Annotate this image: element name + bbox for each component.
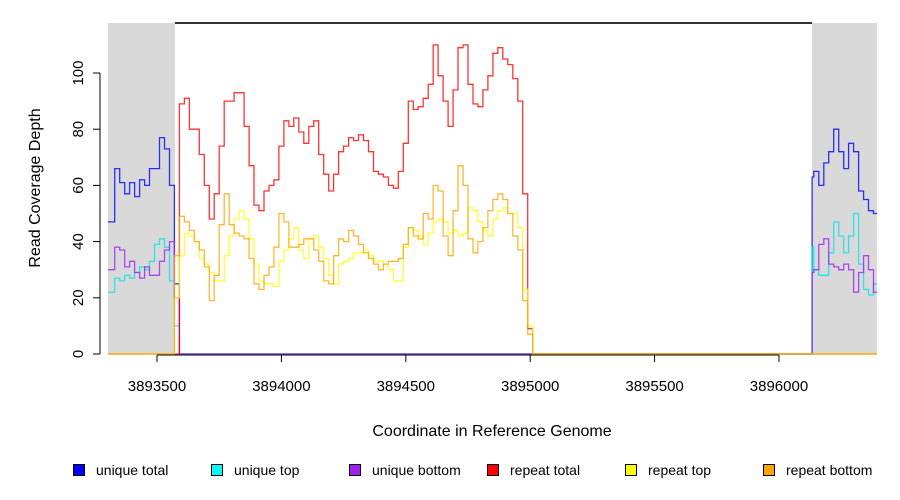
legend-swatch bbox=[73, 464, 85, 476]
legend-label: unique bottom bbox=[372, 462, 461, 478]
y-tick-label: 20 bbox=[70, 289, 87, 306]
legend-item-unique-bottom: unique bottom bbox=[349, 462, 461, 478]
y-tick-label: 0 bbox=[70, 350, 87, 358]
legend-item-repeat-top: repeat top bbox=[625, 462, 711, 478]
shaded-region bbox=[812, 23, 877, 354]
legend-label: repeat bottom bbox=[786, 462, 873, 478]
legend-swatch bbox=[349, 464, 361, 476]
legend-item-repeat-bottom: repeat bottom bbox=[763, 462, 872, 478]
legend-label: repeat top bbox=[648, 462, 712, 478]
y-tick-label: 40 bbox=[70, 233, 87, 250]
series-line-unique-bottom bbox=[108, 238, 877, 355]
legend-label: unique total bbox=[96, 462, 169, 478]
x-tick-label: 3896000 bbox=[750, 378, 808, 395]
legend-item-unique-top: unique top bbox=[211, 462, 299, 478]
x-axis-title: Coordinate in Reference Genome bbox=[372, 423, 611, 440]
axes: 3893500 3894000 3894500 3895000 3895500 38960… bbox=[70, 60, 808, 395]
series-line-repeat-total bbox=[108, 44, 877, 355]
legend-item-repeat-total: repeat total bbox=[487, 462, 580, 478]
legend-label: unique top bbox=[234, 462, 300, 478]
shaded-regions bbox=[108, 22, 877, 354]
legend-swatch bbox=[211, 464, 223, 476]
y-axis-title: Read Coverage Depth bbox=[27, 108, 44, 267]
x-tick-label: 3893500 bbox=[128, 378, 186, 395]
shaded-region bbox=[108, 23, 175, 354]
legend-swatch bbox=[763, 464, 775, 476]
y-tick-label: 80 bbox=[70, 121, 87, 138]
x-tick-label: 3895000 bbox=[501, 378, 559, 395]
legend-swatch bbox=[625, 464, 637, 476]
x-tick-label: 3894000 bbox=[252, 378, 310, 395]
series-line-unique-total bbox=[108, 128, 877, 355]
x-tick-label: 3895500 bbox=[625, 378, 683, 395]
y-tick-label: 60 bbox=[70, 177, 87, 194]
series-line-repeat-bottom bbox=[108, 165, 877, 355]
y-tick-label: 100 bbox=[70, 60, 87, 85]
legend: unique total unique top unique bottom re… bbox=[0, 462, 900, 482]
legend-swatch bbox=[487, 464, 499, 476]
legend-item-unique-total: unique total bbox=[73, 462, 168, 478]
legend-label: repeat total bbox=[510, 462, 581, 478]
x-tick-label: 3894500 bbox=[377, 378, 435, 395]
series-line-repeat-top bbox=[108, 207, 877, 355]
series-lines bbox=[108, 44, 877, 355]
